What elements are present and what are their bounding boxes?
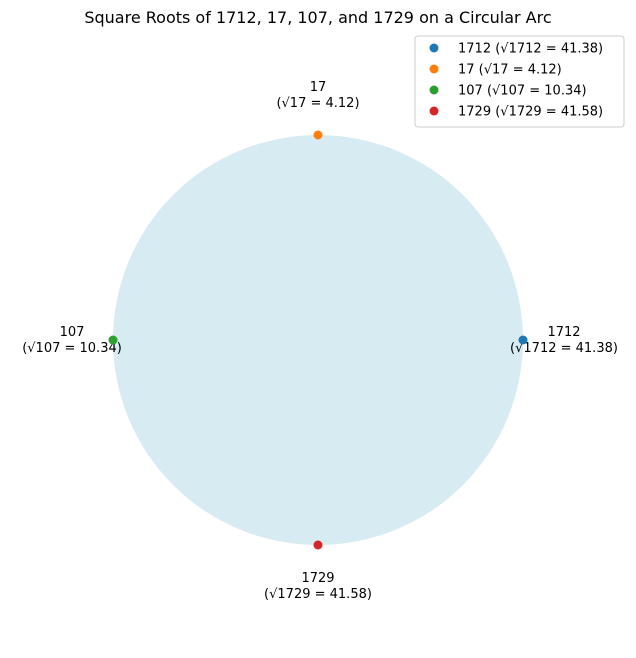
point-label-line: 17	[310, 80, 327, 95]
legend-marker	[429, 43, 439, 53]
legend-item: 107 (√107 = 10.34)	[429, 84, 587, 99]
legend-label: 1729 (√1729 = 41.58)	[458, 105, 603, 120]
point-label-line: (√17 = 4.12)	[276, 96, 359, 111]
legend-marker	[429, 64, 439, 74]
legend-label: 17 (√17 = 4.12)	[458, 63, 562, 78]
point-label: 1712 (√1712 = 41.38)	[510, 325, 618, 356]
legend-label: 107 (√107 = 10.34)	[458, 84, 587, 99]
legend-label: 1712 (√1712 = 41.38)	[458, 42, 603, 57]
chart-title: Square Roots of 1712, 17, 107, and 1729 …	[84, 8, 551, 27]
data-point	[313, 540, 323, 550]
data-point	[518, 335, 528, 345]
legend-item: 1729 (√1729 = 41.58)	[429, 105, 603, 120]
point-label: 1729 (√1729 = 41.58)	[264, 571, 372, 602]
legend-item: 1712 (√1712 = 41.38)	[429, 42, 603, 57]
point-label-line: 107	[60, 325, 85, 340]
circle-background	[113, 135, 523, 545]
data-point	[313, 130, 323, 140]
legend-item: 17 (√17 = 4.12)	[429, 63, 562, 78]
point-labels: 1712 (√1712 = 41.38) 17 (√17 = 4.12) 107 (√10…	[22, 80, 618, 602]
point-label: 107 (√107 = 10.34)	[22, 325, 122, 356]
point-label-line: (√1712 = 41.38)	[510, 341, 618, 356]
legend-marker	[429, 106, 439, 116]
point-label-line: (√1729 = 41.58)	[264, 587, 372, 602]
legend-box	[414, 35, 625, 128]
legend: 1712 (√1712 = 41.38) 17 (√17 = 4.12) 107 (…	[414, 35, 625, 128]
point-label-line: (√107 = 10.34)	[22, 341, 122, 356]
data-points	[108, 130, 528, 550]
legend-items: 1712 (√1712 = 41.38) 17 (√17 = 4.12) 107 (…	[429, 42, 603, 120]
point-label: 17 (√17 = 4.12)	[276, 80, 359, 111]
legend-marker	[429, 85, 439, 95]
point-label-line: 1712	[547, 325, 580, 340]
point-label-line: 1729	[301, 571, 334, 586]
data-point	[108, 335, 118, 345]
